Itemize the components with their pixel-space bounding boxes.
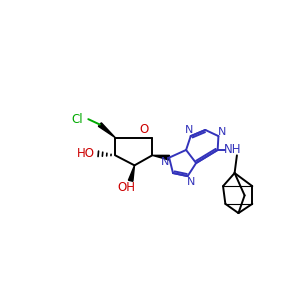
Polygon shape	[98, 123, 115, 138]
Text: N: N	[187, 177, 195, 187]
Text: OH: OH	[117, 181, 135, 194]
Text: Cl: Cl	[71, 113, 82, 126]
Text: N: N	[185, 125, 194, 135]
Text: NH: NH	[224, 143, 241, 157]
Text: N: N	[161, 157, 170, 166]
Text: O: O	[139, 123, 148, 136]
Text: HO: HO	[77, 146, 95, 160]
Text: N: N	[218, 127, 226, 137]
Polygon shape	[152, 155, 169, 160]
Polygon shape	[128, 165, 134, 181]
